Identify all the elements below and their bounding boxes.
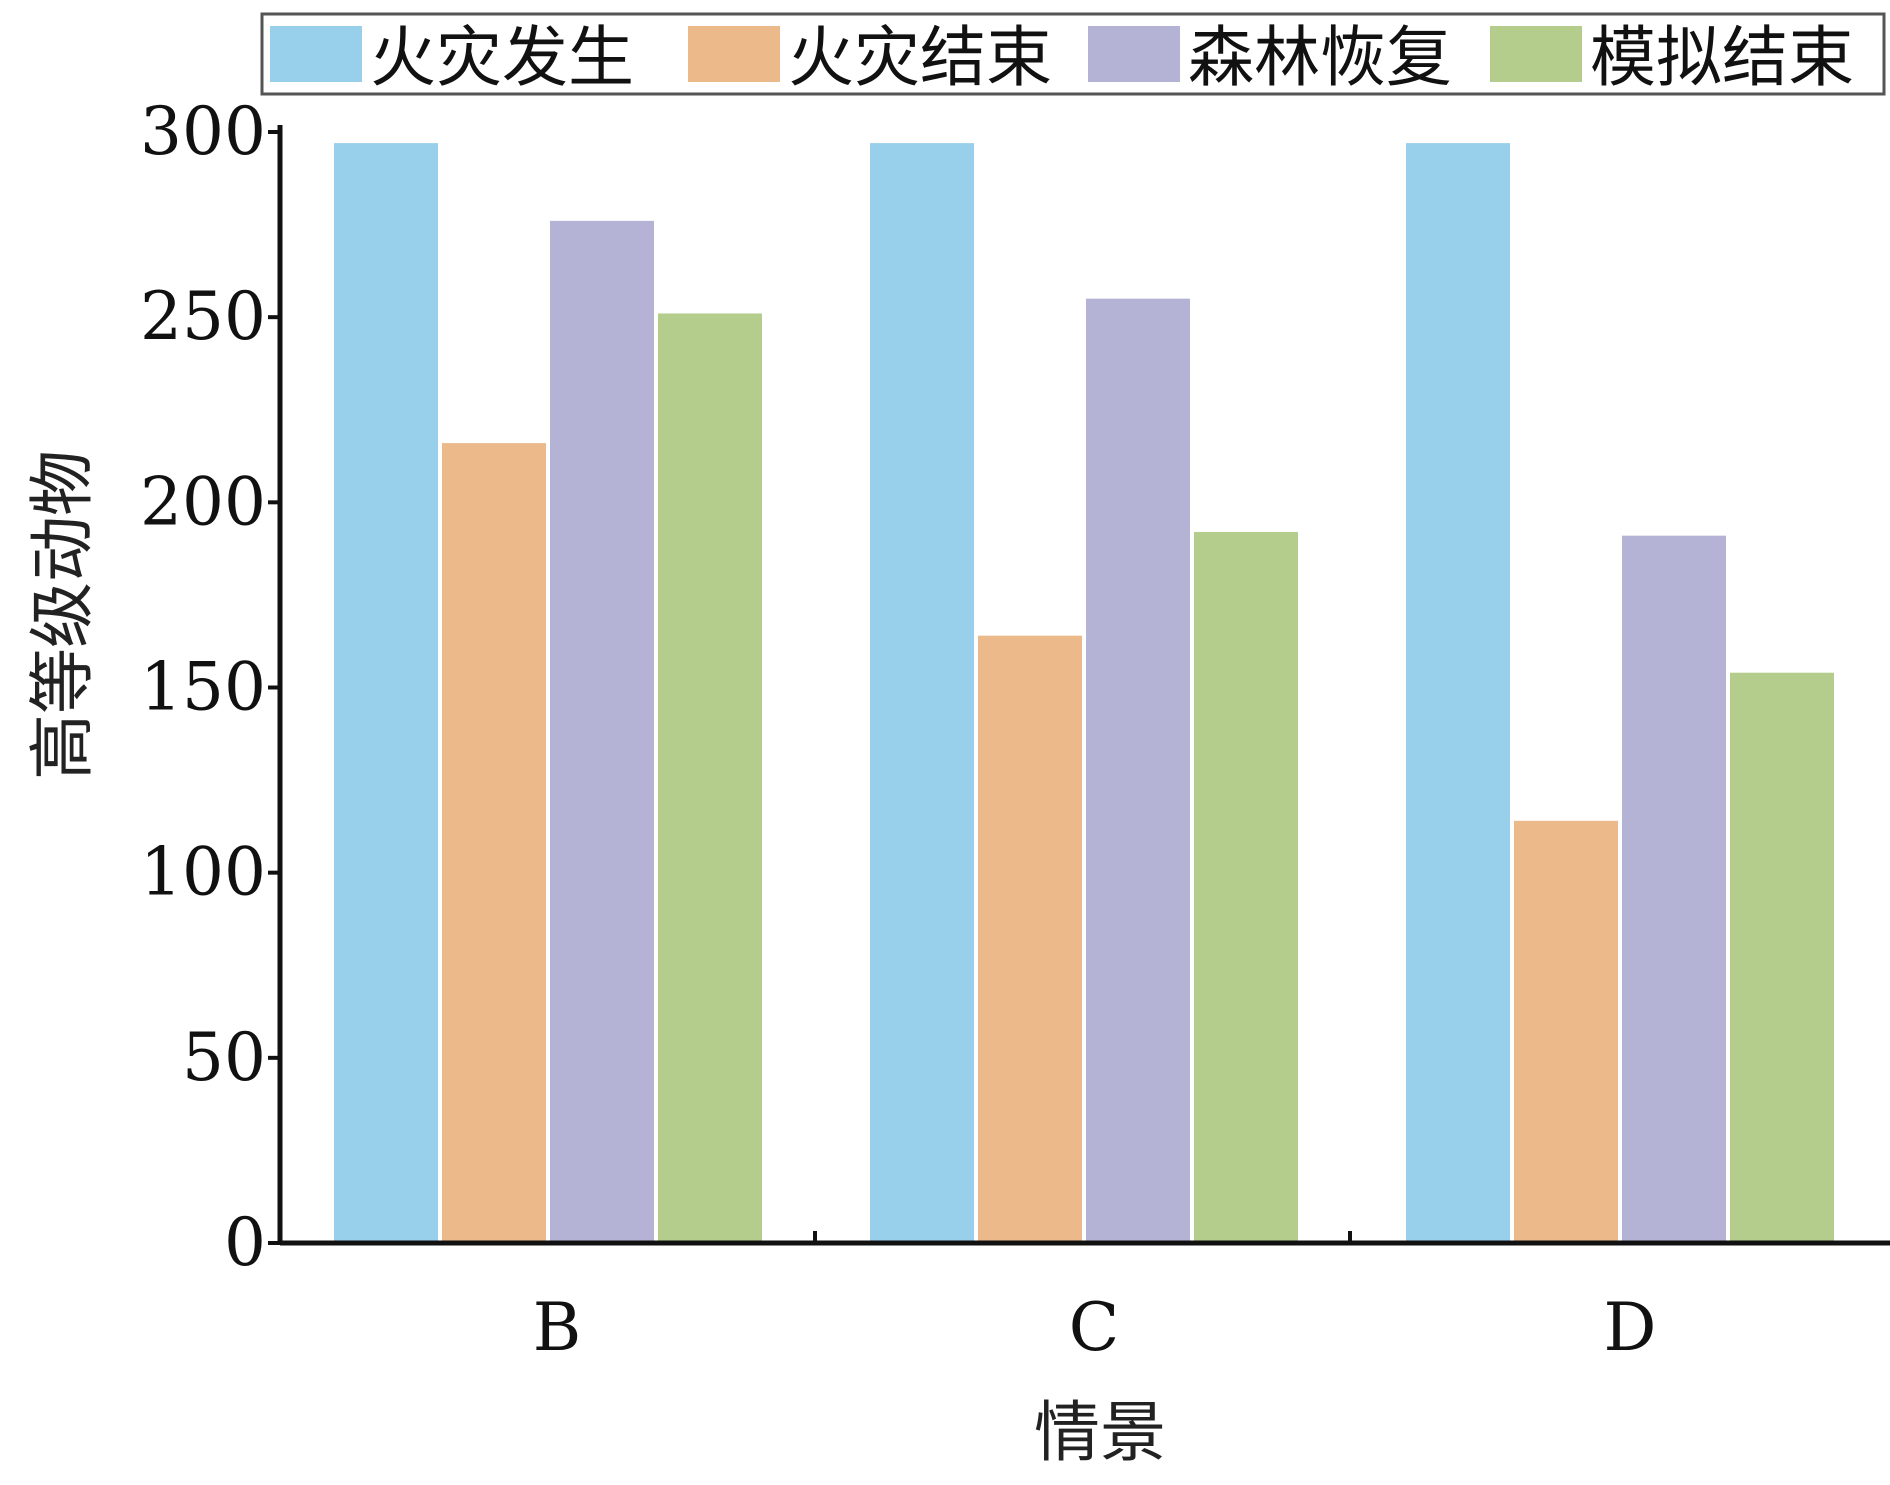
bar xyxy=(1194,531,1298,1243)
legend-box xyxy=(260,12,1886,96)
x-ticks: B C D xyxy=(533,1231,1657,1366)
legend-label: 火灾结束 xyxy=(788,19,1052,96)
y-tick-label: 150 xyxy=(140,649,266,726)
y-tick-label: 300 xyxy=(140,93,266,170)
legend-label: 模拟结束 xyxy=(1590,19,1854,96)
y-ticks: 0 50 100 150 200 250 300 xyxy=(140,93,280,1281)
bar xyxy=(550,220,654,1243)
legend-swatch xyxy=(270,26,362,82)
bar xyxy=(658,313,762,1243)
bar xyxy=(1730,672,1834,1243)
bar xyxy=(1086,298,1190,1243)
y-tick-label: 100 xyxy=(140,834,266,911)
x-category-label: C xyxy=(1069,1289,1120,1366)
bar xyxy=(978,635,1082,1243)
y-tick-label: 50 xyxy=(182,1019,266,1096)
x-axis-title: 情景 xyxy=(1034,1394,1166,1471)
bar xyxy=(1622,535,1726,1243)
y-tick-label: 0 xyxy=(224,1204,266,1281)
bar xyxy=(334,143,438,1244)
x-category-label: B xyxy=(533,1289,582,1366)
legend-swatch xyxy=(1088,26,1180,82)
bar xyxy=(1514,820,1618,1243)
x-category-label: D xyxy=(1604,1289,1657,1366)
bar xyxy=(870,143,974,1244)
bars xyxy=(334,143,1834,1244)
legend-label: 火灾发生 xyxy=(370,19,634,96)
y-tick-label: 250 xyxy=(140,278,266,355)
legend: 火灾发生 火灾结束 森林恢复 模拟结束 xyxy=(270,19,1854,96)
legend-label: 森林恢复 xyxy=(1188,19,1452,96)
y-axis-title: 高等级动物 xyxy=(24,450,101,780)
legend-swatch xyxy=(688,26,780,82)
bar xyxy=(442,443,546,1244)
y-tick-label: 200 xyxy=(140,463,266,540)
bar xyxy=(1406,143,1510,1244)
legend-swatch xyxy=(1490,26,1582,82)
